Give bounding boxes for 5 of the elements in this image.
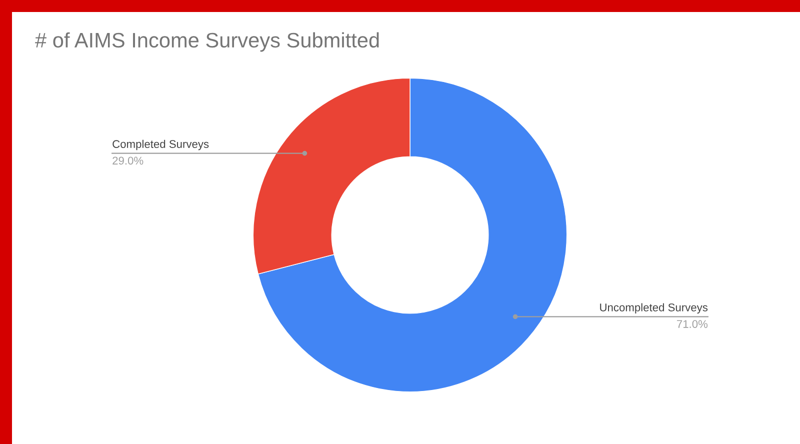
data-label: 29.0% <box>112 156 144 165</box>
chart-title: # of AIMS Income Surveys Submitted <box>35 32 379 52</box>
slice-label: Completed Surveys <box>112 140 209 150</box>
slice-label: Uncompleted Surveys <box>600 303 708 314</box>
data-label: 71.0% <box>676 320 708 328</box>
